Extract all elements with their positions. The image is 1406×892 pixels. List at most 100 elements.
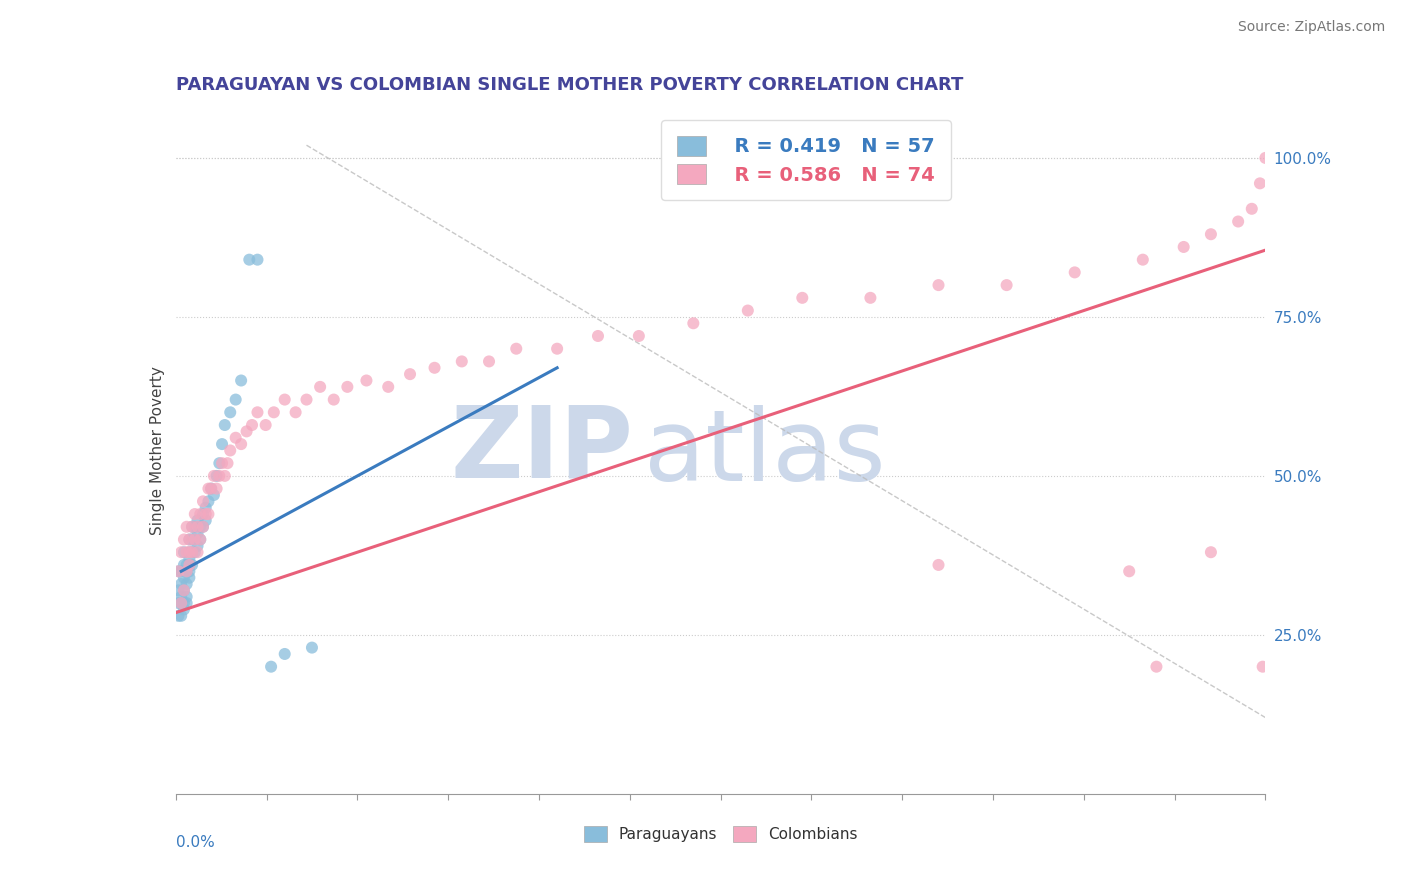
Point bbox=[1144, 659, 1167, 673]
Point bbox=[214, 417, 236, 432]
Point bbox=[176, 577, 198, 591]
Point bbox=[928, 278, 950, 293]
Point bbox=[197, 507, 219, 521]
Point bbox=[238, 252, 260, 267]
Point bbox=[1240, 202, 1263, 216]
Point bbox=[627, 329, 650, 343]
Point bbox=[194, 513, 217, 527]
Point bbox=[181, 533, 204, 547]
Point bbox=[179, 551, 201, 566]
Point bbox=[214, 469, 236, 483]
Point bbox=[176, 545, 198, 559]
Point bbox=[167, 564, 190, 578]
Point bbox=[188, 507, 211, 521]
Point bbox=[167, 564, 190, 578]
Point bbox=[246, 252, 269, 267]
Point bbox=[219, 443, 242, 458]
Point bbox=[737, 303, 759, 318]
Point bbox=[211, 437, 233, 451]
Point bbox=[225, 392, 247, 407]
Point bbox=[176, 590, 198, 604]
Point bbox=[377, 380, 399, 394]
Point bbox=[167, 608, 190, 623]
Point bbox=[263, 405, 285, 419]
Point bbox=[792, 291, 814, 305]
Point bbox=[235, 425, 257, 439]
Point bbox=[184, 533, 207, 547]
Point bbox=[173, 545, 195, 559]
Point bbox=[184, 507, 207, 521]
Point bbox=[184, 520, 207, 534]
Point bbox=[1199, 545, 1222, 559]
Point bbox=[284, 405, 307, 419]
Point bbox=[246, 405, 269, 419]
Point bbox=[211, 456, 233, 470]
Point bbox=[478, 354, 501, 368]
Point bbox=[176, 558, 198, 572]
Point bbox=[1249, 177, 1271, 191]
Point bbox=[188, 520, 211, 534]
Point bbox=[186, 526, 209, 541]
Point bbox=[274, 392, 297, 407]
Point bbox=[170, 564, 193, 578]
Point bbox=[254, 417, 277, 432]
Point bbox=[179, 545, 201, 559]
Point bbox=[173, 596, 195, 610]
Point bbox=[208, 469, 231, 483]
Point bbox=[301, 640, 323, 655]
Point bbox=[202, 469, 225, 483]
Point bbox=[200, 482, 222, 496]
Point bbox=[197, 494, 219, 508]
Point bbox=[399, 367, 422, 381]
Text: 0.0%: 0.0% bbox=[176, 835, 215, 850]
Point bbox=[179, 533, 201, 547]
Point bbox=[186, 520, 209, 534]
Point bbox=[173, 602, 195, 616]
Point bbox=[173, 583, 195, 598]
Point bbox=[170, 545, 193, 559]
Point bbox=[170, 590, 193, 604]
Point bbox=[181, 545, 204, 559]
Point bbox=[1132, 252, 1154, 267]
Point bbox=[176, 564, 198, 578]
Point bbox=[170, 596, 193, 610]
Text: PARAGUAYAN VS COLOMBIAN SINGLE MOTHER POVERTY CORRELATION CHART: PARAGUAYAN VS COLOMBIAN SINGLE MOTHER PO… bbox=[176, 77, 963, 95]
Point bbox=[179, 558, 201, 572]
Point bbox=[170, 608, 193, 623]
Point bbox=[260, 659, 283, 673]
Point bbox=[356, 374, 378, 388]
Point bbox=[184, 533, 207, 547]
Point bbox=[176, 564, 198, 578]
Point bbox=[176, 520, 198, 534]
Point bbox=[586, 329, 609, 343]
Point bbox=[191, 520, 214, 534]
Point bbox=[186, 513, 209, 527]
Point bbox=[179, 571, 201, 585]
Point bbox=[176, 596, 198, 610]
Point bbox=[1199, 227, 1222, 242]
Y-axis label: Single Mother Poverty: Single Mother Poverty bbox=[149, 366, 165, 535]
Point bbox=[240, 417, 263, 432]
Point bbox=[191, 520, 214, 534]
Point bbox=[322, 392, 344, 407]
Point bbox=[188, 533, 211, 547]
Point bbox=[219, 405, 242, 419]
Point bbox=[194, 507, 217, 521]
Point bbox=[231, 437, 253, 451]
Point bbox=[167, 596, 190, 610]
Point bbox=[179, 558, 201, 572]
Point bbox=[450, 354, 472, 368]
Point bbox=[205, 469, 228, 483]
Legend: Paraguayans, Colombians: Paraguayans, Colombians bbox=[578, 820, 863, 848]
Point bbox=[170, 577, 193, 591]
Point bbox=[1254, 151, 1277, 165]
Point bbox=[179, 545, 201, 559]
Point bbox=[423, 360, 446, 375]
Point bbox=[202, 488, 225, 502]
Point bbox=[191, 494, 214, 508]
Point bbox=[181, 520, 204, 534]
Point bbox=[191, 507, 214, 521]
Point bbox=[181, 558, 204, 572]
Point bbox=[186, 545, 209, 559]
Point bbox=[274, 647, 297, 661]
